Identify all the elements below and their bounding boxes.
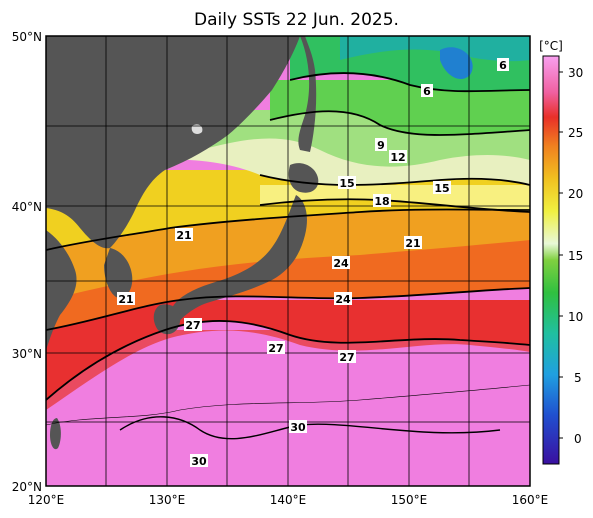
isotherm-29	[46, 384, 530, 426]
isotherm-label: 21	[176, 229, 191, 242]
land-honshu	[168, 195, 307, 330]
land-sakhalin	[298, 36, 317, 152]
land-asia-north	[46, 36, 300, 249]
sst-band-6	[340, 36, 530, 62]
isotherm-label: 30	[191, 455, 207, 468]
isotherm-label: 24	[333, 257, 349, 270]
isotherm-label: 15	[434, 182, 449, 195]
isotherm-label: 24	[335, 293, 351, 306]
isotherm-label: 12	[390, 151, 405, 164]
isotherm-30	[119, 416, 501, 440]
isotherm-label: 9	[377, 139, 385, 152]
map-frame	[45, 35, 531, 487]
lon-label: 140°E	[270, 493, 307, 507]
lat-label: 30°N	[12, 347, 42, 361]
isotherm-9	[289, 72, 530, 93]
sst-band-3	[440, 47, 473, 80]
colorbar: [°C] 30 25 20 15 10 5 0	[539, 39, 583, 465]
colorbar-ramp	[542, 55, 560, 465]
island-small	[191, 124, 203, 134]
colorbar-tick: 20	[568, 187, 583, 201]
isotherm-lines	[46, 72, 530, 440]
sst-band-11	[270, 80, 530, 135]
lon-label: 130°E	[149, 493, 186, 507]
lat-label: 20°N	[12, 480, 42, 494]
lat-label: 50°N	[12, 30, 42, 44]
isotherm-label: 21	[405, 237, 420, 250]
colorbar-tick: 5	[574, 371, 582, 385]
land-korea	[104, 248, 133, 299]
lat-axis: 50°N 40°N 30°N 20°N	[12, 30, 42, 494]
lon-axis: 120°E 130°E 140°E 150°E 160°E	[28, 493, 549, 507]
isotherm-label: 18	[374, 195, 389, 208]
isotherm-27	[46, 320, 530, 401]
land-taiwan	[50, 418, 61, 450]
isotherm-label-group: 6 6 9 12 15 15 18 21 21 24 24 21 27 27 2…	[117, 58, 509, 468]
isotherm-label: 6	[423, 85, 431, 98]
colorbar-tick: 10	[568, 310, 583, 324]
map-title: Daily SSTs 22 Jun. 2025.	[194, 10, 399, 30]
colorbar-tick: 15	[568, 249, 583, 263]
lon-label: 150°E	[391, 493, 428, 507]
land-china-coast	[46, 230, 77, 350]
colorbar-unit: [°C]	[539, 39, 563, 53]
isotherm-24	[46, 287, 530, 331]
isotherm-12	[269, 110, 530, 136]
isotherm-label: 6	[499, 59, 507, 72]
colorbar-tick: 0	[574, 432, 582, 446]
colorbar-tick: 30	[568, 66, 583, 80]
isotherm-label: 15	[339, 177, 354, 190]
isotherm-21	[46, 208, 530, 251]
isotherm-label: 27	[185, 319, 200, 332]
isotherm-15	[259, 174, 530, 186]
lon-label: 160°E	[512, 493, 549, 507]
lon-label: 120°E	[28, 493, 65, 507]
isotherm-label: 21	[118, 293, 133, 306]
colorbar-tick: 25	[568, 126, 583, 140]
isotherm-label: 27	[268, 342, 283, 355]
lat-label: 40°N	[12, 200, 42, 214]
isotherm-label: 27	[339, 351, 354, 364]
land-hokkaido	[288, 163, 319, 193]
isotherm-label: 30	[290, 421, 306, 434]
sst-band-18	[260, 185, 530, 212]
